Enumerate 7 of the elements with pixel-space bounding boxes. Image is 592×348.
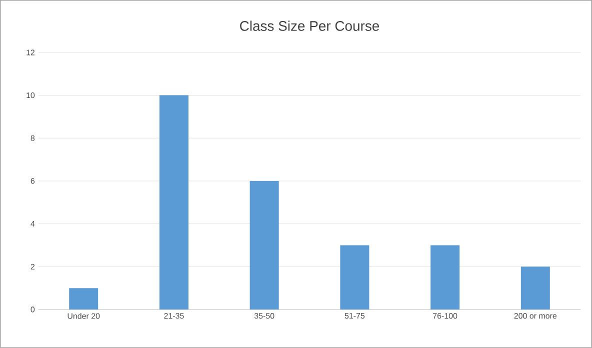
bar <box>340 245 370 310</box>
bar <box>159 95 188 310</box>
bar <box>520 266 550 310</box>
bar <box>69 288 98 310</box>
chart-title: Class Size Per Course <box>240 20 380 31</box>
bar <box>250 181 279 310</box>
bar <box>430 245 460 310</box>
